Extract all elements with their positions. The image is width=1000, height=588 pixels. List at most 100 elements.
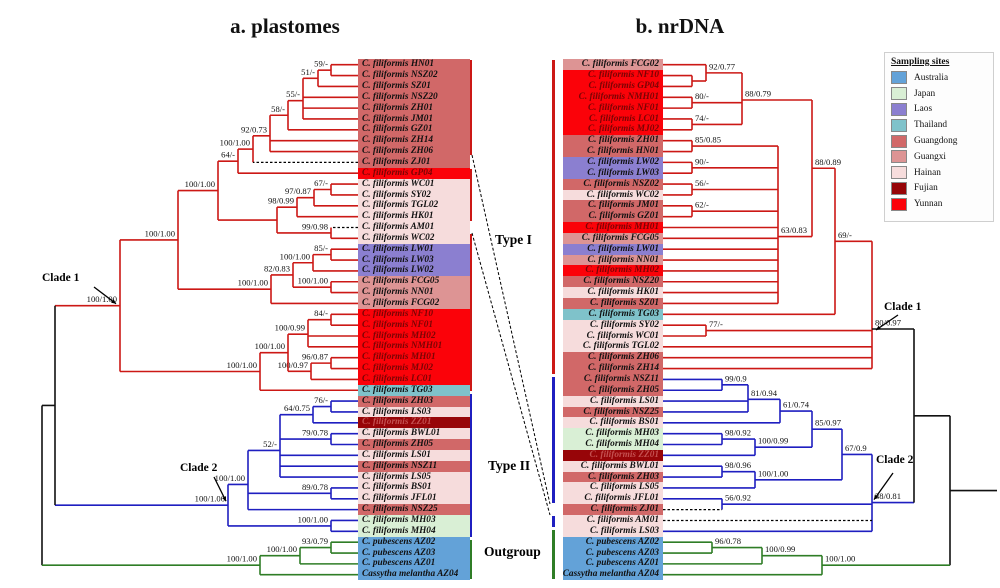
taxon-row: C. filiformis FCG02 <box>563 59 663 71</box>
taxon-row: C. filiformis ZH03 <box>358 395 470 407</box>
taxon-row: C. filiformis FCG02 <box>358 298 470 309</box>
legend-swatch-thailand <box>891 118 907 132</box>
support-value: 55/- <box>286 89 300 99</box>
taxon-row: C. filiformis WC02 <box>563 189 663 201</box>
legend-item: Laos <box>891 102 987 118</box>
support-value: 67/- <box>314 178 328 188</box>
legend-label: Hainan <box>914 167 941 178</box>
taxon-row: C. pubescens AZ03 <box>358 547 470 559</box>
legend-label: Guangdong <box>914 136 958 147</box>
support-value: 88/0.79 <box>745 88 771 98</box>
support-value: 38/0.81 <box>875 491 901 501</box>
legend-title: Sampling sites <box>891 57 950 67</box>
legend-label: Laos <box>914 104 933 115</box>
taxon-row: C. pubescens AZ01 <box>563 558 663 570</box>
taxon-row: C. filiformis LW01 <box>563 243 663 255</box>
support-value: 85/0.97 <box>815 418 842 428</box>
support-value: 100/1.00 <box>298 514 328 524</box>
panel-b-title: b. nrDNA <box>635 14 725 38</box>
taxon-row: C. filiformis GZ01 <box>358 124 470 136</box>
taxon-row: C. filiformis SY02 <box>563 319 663 331</box>
support-value: 100/1.00 <box>145 228 175 238</box>
type2-label: Type II <box>488 458 531 473</box>
taxon-row: C. filiformis AM01 <box>358 222 470 233</box>
legend-label: Fujian <box>914 183 938 194</box>
legend-item: Japan <box>891 86 987 102</box>
taxon-row: C. filiformis LS03 <box>358 406 470 418</box>
clade2-label-a: Clade 2 <box>180 462 218 474</box>
support-value: 63/0.83 <box>781 225 807 235</box>
taxon-row: C. filiformis TGL02 <box>563 341 663 353</box>
legend-label: Japan <box>914 88 936 99</box>
legend-swatch-guangdong <box>891 134 907 148</box>
clade-arrow <box>111 299 116 304</box>
support-value: 97/0.87 <box>285 186 312 196</box>
clade1-label-a: Clade 1 <box>42 272 80 284</box>
support-value: 100/1.00 <box>238 278 268 288</box>
legend-item: Fujian <box>891 181 987 197</box>
support-value: 100/0.97 <box>278 360 309 370</box>
support-value: 64/- <box>221 150 235 160</box>
taxon-row: Cassytha melantha AZ04 <box>358 569 470 581</box>
legend-swatch-australia <box>891 71 907 85</box>
support-value: 76/- <box>314 395 328 405</box>
support-value: 85/0.85 <box>695 135 721 145</box>
legend-swatch-laos <box>891 102 907 116</box>
support-value: 100/1.00 <box>267 544 297 554</box>
taxon-row: C. filiformis ZJ01 <box>563 504 663 516</box>
taxon-row: C. filiformis NF10 <box>563 70 663 82</box>
taxon-row: C. filiformis SY02 <box>358 189 470 201</box>
taxon-row: C. filiformis NSZ02 <box>563 178 663 190</box>
legend-swatch-fujian <box>891 181 907 195</box>
type-bar-segment <box>552 377 555 503</box>
sampling-sites-legend: Sampling sites Australia Japan Laos Thailan… <box>884 52 994 222</box>
taxon-row: C. filiformis ZH14 <box>563 363 663 375</box>
taxon-row: C. filiformis MH01 <box>358 352 470 364</box>
taxon-row: C. filiformis ZH06 <box>563 352 663 364</box>
taxon-row: C. filiformis MH04 <box>563 439 663 450</box>
taxon-row: C. filiformis ZZ01 <box>563 449 663 461</box>
support-value: 69/- <box>838 230 852 240</box>
legend-item: Australia <box>891 70 987 86</box>
type-bar-segment <box>552 530 555 579</box>
taxon-row: C. filiformis FCG05 <box>358 276 470 288</box>
taxon-row: C. filiformis NN01 <box>563 254 663 266</box>
support-value: 96/0.87 <box>302 352 329 362</box>
taxon-row: C. filiformis LS01 <box>358 449 470 461</box>
taxon-row: C. filiformis JFL01 <box>358 493 470 505</box>
support-value: 100/1.00 <box>87 294 117 304</box>
taxon-row: C. filiformis ZH05 <box>563 384 663 396</box>
taxon-row: C. filiformis BWL01 <box>563 460 663 472</box>
legend-item: Thailand <box>891 117 987 133</box>
clade-arrow <box>874 494 879 500</box>
type1-label: Type I <box>495 232 532 247</box>
legend-item: Guangdong <box>891 133 987 149</box>
taxon-row: C. filiformis LS03 <box>563 525 663 537</box>
taxon-row: C. filiformis NF10 <box>358 308 470 320</box>
taxon-row: C. filiformis NF01 <box>358 319 470 331</box>
support-value: 100/1.00 <box>185 179 215 189</box>
support-value: 100/1.00 <box>298 276 328 286</box>
taxon-row: C. filiformis ZH01 <box>563 135 663 147</box>
taxon-row: C. filiformis ZH05 <box>358 439 470 450</box>
taxon-row: C. filiformis LC01 <box>563 113 663 125</box>
support-value: 61/0.74 <box>783 400 810 410</box>
legend-label: Thailand <box>914 120 948 131</box>
taxon-row: C. filiformis LW01 <box>358 243 470 255</box>
legend-swatch-japan <box>891 87 907 101</box>
taxon-row: C. filiformis TG03 <box>563 308 663 320</box>
support-value: 92/0.73 <box>241 124 267 134</box>
taxon-row: C. filiformis BS01 <box>358 482 470 494</box>
support-value: 80/- <box>695 91 709 101</box>
support-value: 59/- <box>314 59 328 69</box>
support-value: 98/0.99 <box>268 196 294 206</box>
taxon-row: C. filiformis MH02 <box>563 265 663 277</box>
taxon-row: C. filiformis GP04 <box>358 167 470 179</box>
support-value: 93/0.79 <box>302 536 328 546</box>
outgroup-label: Outgroup <box>484 544 541 559</box>
taxon-row: C. filiformis ZH03 <box>563 471 663 483</box>
support-value: 62/- <box>695 200 709 210</box>
type-bar-segment <box>552 60 555 374</box>
